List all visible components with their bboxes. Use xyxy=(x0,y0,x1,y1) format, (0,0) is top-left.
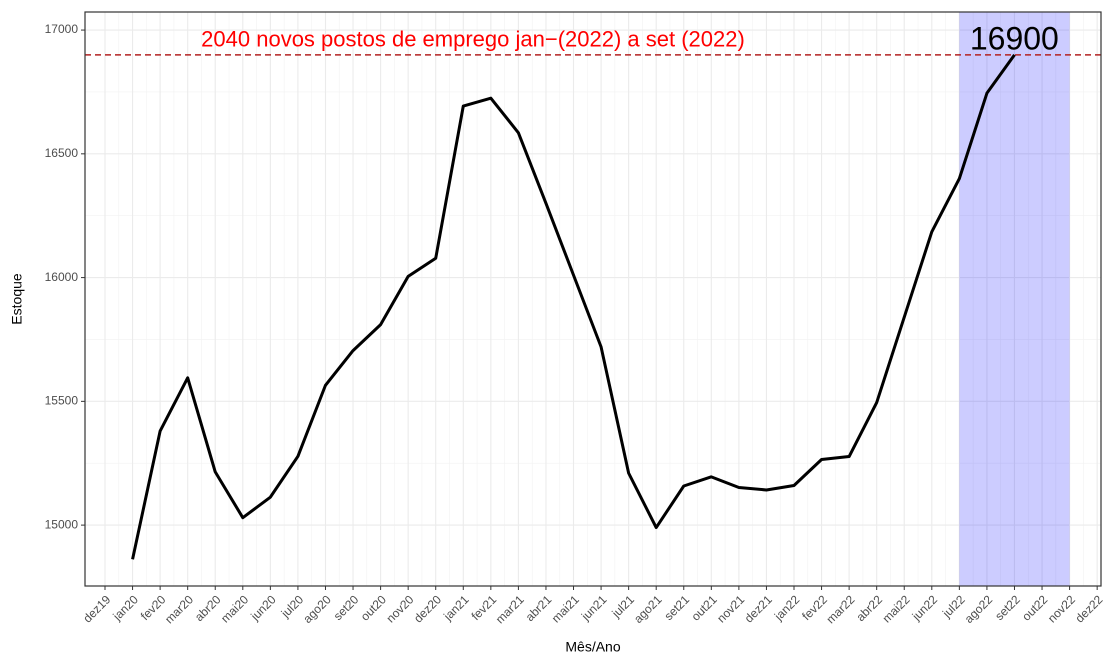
x-tick-label: ago21 xyxy=(631,592,665,626)
x-tick-label: dez22 xyxy=(1073,592,1106,625)
x-tick-label: ago22 xyxy=(962,592,996,626)
y-tick-label: 16000 xyxy=(45,270,79,284)
x-tick-label: ago20 xyxy=(300,592,334,626)
x-tick-label: jan21 xyxy=(440,592,472,624)
x-tick-label: abr21 xyxy=(523,592,555,624)
highlight-band xyxy=(959,12,1070,586)
x-tick-label: out22 xyxy=(1019,592,1050,623)
x-tick-label: abr20 xyxy=(192,592,224,624)
x-tick-label: jun20 xyxy=(247,592,279,624)
x-tick-label: mai20 xyxy=(218,592,251,625)
x-tick-label: out21 xyxy=(689,592,720,623)
x-axis-label: Mês/Ano xyxy=(565,639,620,655)
x-tick-label: set21 xyxy=(661,592,692,623)
x-tick-label: out20 xyxy=(358,592,389,623)
y-tick-label: 15500 xyxy=(45,394,79,408)
x-tick-label: mar21 xyxy=(493,592,527,626)
x-tick-label: set20 xyxy=(331,592,362,623)
line xyxy=(131,53,1016,560)
reference-label: 16900 xyxy=(970,20,1059,56)
y-tick-label: 16500 xyxy=(45,146,79,160)
x-tick-label: jun22 xyxy=(909,592,941,624)
x-tick-label: nov22 xyxy=(1045,592,1078,625)
x-tick-label: dez20 xyxy=(411,592,444,625)
x-tick-label: dez21 xyxy=(742,592,775,625)
y-tick-label: 17000 xyxy=(45,22,79,36)
x-tick-label: mar20 xyxy=(162,592,196,626)
panel-border xyxy=(84,11,1102,587)
x-tick-label: mai21 xyxy=(549,592,582,625)
x-tick-label: mai22 xyxy=(880,592,913,625)
x-tick-label: set22 xyxy=(992,592,1023,623)
plot-background xyxy=(85,12,1101,586)
x-tick-label: mar22 xyxy=(824,592,858,626)
x-tick-label: nov20 xyxy=(384,592,417,625)
y-tick-label: 15000 xyxy=(45,517,79,531)
annotation: 2040 novos postos de emprego jan−(2022) … xyxy=(201,27,745,52)
x-tick-label: nov21 xyxy=(714,592,747,625)
x-tick-label: jun21 xyxy=(578,592,610,624)
x-tick-label: jan22 xyxy=(771,592,803,624)
x-tick-label: dez19 xyxy=(80,592,113,625)
y-axis-label: Estoque xyxy=(9,273,25,325)
x-tick-label: jan20 xyxy=(110,592,142,624)
x-tick-label: abr22 xyxy=(853,592,885,624)
